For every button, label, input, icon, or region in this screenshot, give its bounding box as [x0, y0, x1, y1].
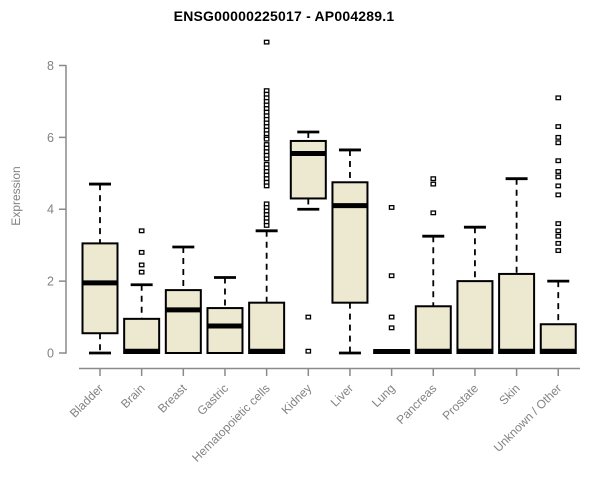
box-group-gastric [206, 276, 244, 355]
box-group-brain [123, 228, 161, 354]
x-tick-label-kidney: Kidney [279, 381, 315, 417]
chart-title: ENSG00000225017 - AP004289.1 [173, 8, 395, 24]
y-tick-label: 6 [47, 131, 54, 145]
x-tick-label-hematopoietic-cells: Hematopoietic cells [189, 381, 272, 464]
box [123, 317, 161, 354]
y-tick-label: 8 [47, 59, 54, 73]
outlier-point [263, 156, 270, 162]
outlier-point [555, 228, 562, 234]
outlier-point [263, 183, 270, 189]
outlier-point [555, 183, 562, 189]
y-tick-label: 2 [47, 275, 54, 289]
outlier-point [138, 262, 145, 268]
x-tick-label-gastric: Gastric [194, 381, 231, 418]
box-group-lung [373, 204, 411, 355]
outlier-point [555, 134, 562, 140]
outlier-point [388, 314, 395, 320]
outlier-point [555, 221, 562, 227]
outlier-point [555, 169, 562, 174]
x-tick-label-skin: Skin [496, 381, 522, 407]
outlier-point [263, 222, 270, 228]
outlier-point [138, 249, 145, 255]
outlier-point [138, 269, 145, 275]
y-tick-label: 4 [47, 203, 54, 217]
box [539, 323, 577, 354]
x-tick-label-pancreas: Pancreas [394, 381, 440, 427]
box-group-pancreas [414, 176, 452, 355]
box [414, 305, 452, 355]
x-tick-label-brain: Brain [118, 381, 148, 411]
box [289, 139, 327, 200]
x-tick-label-bladder: Bladder [67, 381, 106, 420]
box-group-prostate [456, 225, 494, 354]
outlier-point [430, 210, 437, 216]
outlier-point [555, 248, 562, 254]
outlier-point [555, 233, 562, 239]
outlier-point [388, 273, 395, 279]
x-tick-label-breast: Breast [155, 381, 190, 416]
y-tick-label: 0 [47, 347, 54, 361]
box-group-kidney [289, 130, 327, 354]
box [456, 280, 494, 354]
outlier-point [555, 124, 562, 130]
outlier-point [138, 228, 145, 234]
box-group-hematopoietic-cells [248, 39, 286, 354]
outlier-point [388, 325, 395, 331]
outlier-point [555, 158, 562, 164]
outlier-point [555, 140, 562, 146]
box-group-liver [331, 148, 369, 355]
x-tick-label-liver: Liver [328, 381, 356, 409]
box [248, 301, 286, 354]
outlier-point [305, 314, 312, 320]
outlier-point [305, 348, 312, 354]
box [164, 289, 202, 355]
outlier-point [430, 181, 437, 187]
box-group-breast [164, 245, 202, 355]
y-axis: 0 2 4 6 8 [47, 59, 67, 361]
x-tick-label-lung: Lung [369, 381, 398, 410]
outlier-point [555, 192, 562, 198]
box [81, 242, 119, 335]
box [498, 272, 536, 355]
outlier-point [555, 240, 562, 246]
outlier-point [263, 39, 270, 45]
outlier-point [555, 95, 562, 101]
box-group-skin [498, 177, 536, 355]
outlier-point [388, 204, 395, 210]
outlier-point [263, 136, 270, 142]
outlier-point [430, 176, 437, 182]
outlier-point [555, 174, 562, 180]
box [331, 181, 369, 304]
x-tick-label-prostate: Prostate [440, 381, 482, 423]
box-group-unknown-other [539, 95, 577, 354]
box-group-bladder [81, 182, 119, 355]
box [206, 307, 244, 355]
